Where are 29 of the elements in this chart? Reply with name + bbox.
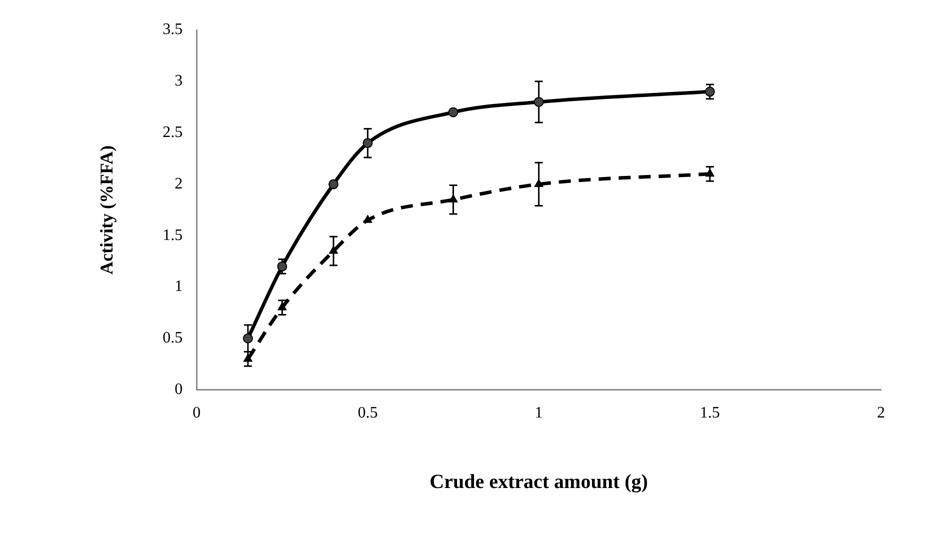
point: [278, 302, 287, 310]
point: [328, 179, 338, 190]
y-axis-title: Activity (%FFA): [96, 145, 116, 274]
y-tick-label: 2: [174, 175, 183, 192]
point: [448, 194, 458, 202]
y-tick-label: 2.5: [162, 124, 183, 142]
y-tick-label: 1: [174, 278, 183, 296]
x-tick-label: 1: [534, 404, 543, 422]
y-tick-label: 0: [174, 381, 183, 398]
point: [534, 96, 544, 107]
point: [706, 168, 714, 177]
y-tick-label: 1.5: [162, 226, 183, 244]
point: [534, 179, 544, 187]
x-tick-label: 0.5: [358, 404, 378, 422]
point: [448, 107, 458, 118]
point: [704, 86, 715, 97]
y-tick-label: 3: [174, 72, 183, 90]
x-tick-label: 1.5: [700, 404, 720, 422]
x-tick-label: 0: [192, 404, 201, 422]
point: [329, 246, 338, 254]
x-axis-title: Crude extract amount (g): [430, 471, 648, 494]
x-tick-label: 2: [877, 404, 885, 422]
y-tick-label: 0.5: [162, 330, 183, 347]
point: [244, 354, 252, 362]
point: [242, 333, 253, 344]
y-tick-label: 3.5: [162, 21, 183, 38]
point: [362, 138, 373, 148]
point: [363, 215, 372, 223]
point: [277, 261, 288, 272]
